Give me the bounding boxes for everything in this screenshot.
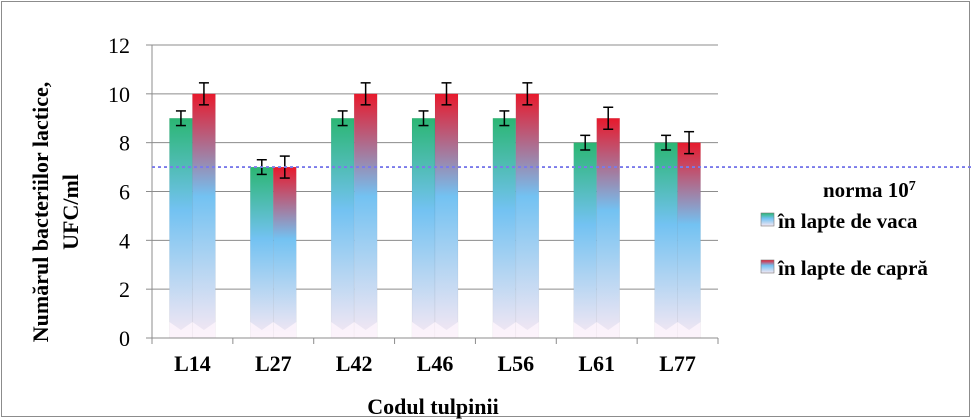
legend-label: în lapte de capră [777,256,928,280]
x-tick-label: L56 [498,351,535,376]
bar-base-highlight [273,322,297,338]
bar [169,118,193,339]
bar-base-highlight [492,322,516,338]
bars-group [169,82,701,339]
bar-base-highlight [435,322,458,338]
x-tick-label: L42 [336,351,373,376]
y-tick-label: 4 [119,228,130,253]
bar [330,118,355,339]
bar-base-highlight [515,322,539,338]
bar-base-highlight [573,322,597,338]
bar [596,118,620,339]
reference-line-legend: norma 107 [823,178,916,202]
bar-base-highlight [412,322,435,338]
bar [492,118,517,339]
bar [353,93,378,339]
bar-base-highlight [677,322,701,338]
y-axis-title: Numărul bacteriilor lactice, UFC/ml [28,82,83,342]
bar [434,93,459,339]
y-tick-label: 10 [108,82,130,107]
legend: în lapte de vaca în lapte de capră [760,209,928,280]
bar-base-highlight [331,322,355,338]
x-tick-label: L14 [174,351,211,376]
y-axis-title-line1: Numărul bacteriilor lactice, [28,82,53,342]
y-tick-label: 8 [119,131,130,156]
y-tick-label: 12 [108,33,130,58]
legend-label: în lapte de vaca [777,209,918,233]
bar [515,93,540,339]
y-axis-title-line2: UFC/ml [58,174,83,250]
x-tick-label: L46 [417,351,454,376]
bar [573,142,597,339]
labels-group: 0 2 4 6 8 10 12 L14 L27 L42 L46 L56 L61 L77 [108,33,696,376]
y-tick-label: 2 [119,277,130,302]
bar-base-highlight [250,322,274,338]
reference-line-legend-exponent: 7 [909,179,916,194]
axes-group [146,44,719,344]
bar-base-highlight [596,322,620,338]
x-axis-title: Codul tulpinii [367,394,498,419]
reference-line-legend-prefix: norma 10 [823,178,909,202]
x-tick-label: L27 [255,351,292,376]
bar [677,142,701,339]
bar [654,142,678,339]
bar [250,166,274,339]
x-tick-label: L61 [578,351,615,376]
x-tick-label: L77 [659,351,696,376]
bar-base-highlight [169,322,193,338]
legend-swatch [760,212,775,227]
y-tick-label: 0 [119,326,130,351]
legend-swatch [760,259,775,274]
bar [411,118,436,339]
bar-base-highlight [654,322,678,338]
bar [273,166,297,339]
bar-base-highlight [192,322,216,338]
bar-base-highlight [354,322,378,338]
y-tick-label: 6 [119,180,130,205]
bar [192,93,216,339]
